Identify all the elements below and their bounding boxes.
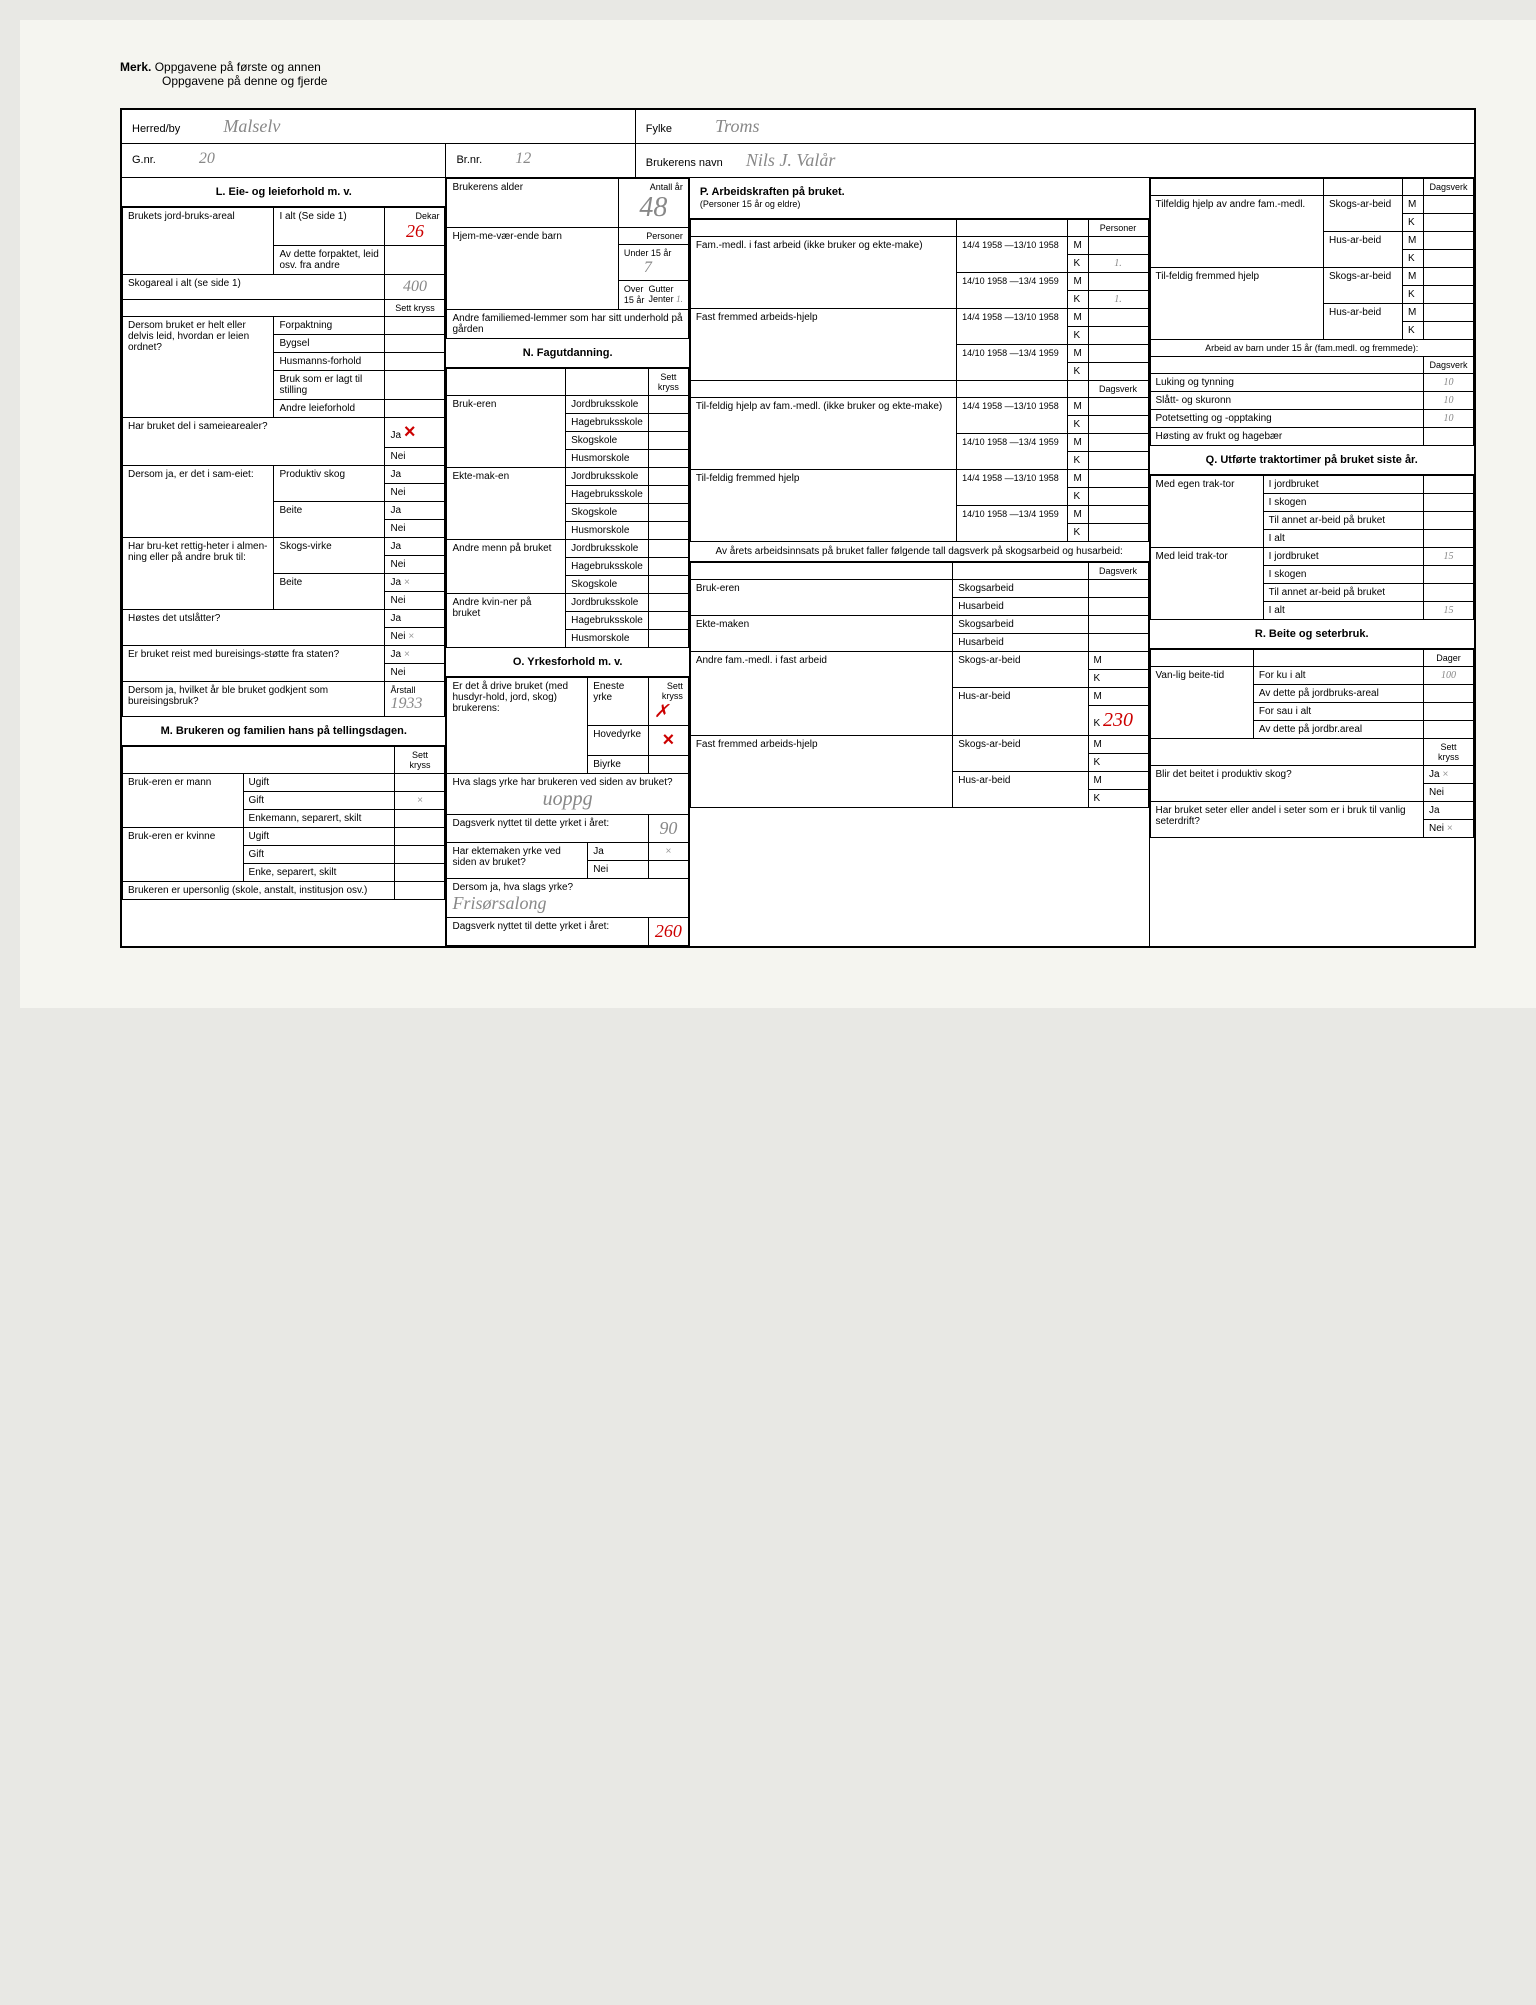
sameie-ja-x: × [404,421,416,443]
beitet-ja-x: × [1442,769,1448,780]
gift-x: × [395,792,445,810]
form-container: Herred/by Malselv Fylke Troms G.nr. 20 B… [120,108,1476,948]
arets-text: Av årets arbeidsinnsats på bruket faller… [690,542,1149,562]
hoved-x: × [648,726,688,756]
utslatter-nei-x: × [408,631,414,642]
jenter-val: 1. [676,294,683,304]
potet-v: 10 [1423,410,1473,428]
luking-v: 10 [1423,374,1473,392]
eneste-mark: ✗ [654,701,669,721]
q-jord: 15 [1423,548,1473,566]
dagsverk1: 90 [648,815,688,843]
p-1959k: 1. [1088,291,1148,309]
col-QR: Dagsverk Tilfeldig hjelp av andre fam.-m… [1150,178,1474,946]
ekte-yrke: Frisørsalong [452,893,682,914]
col-L: L. Eie- og leieforhold m. v. Brukets jor… [122,178,446,946]
seter-nei-x: × [1447,823,1453,834]
under15-val: 7 [644,259,652,276]
form-page: Merk. Oppgavene på første og annen Oppga… [20,20,1536,1008]
main-grid: L. Eie- og leieforhold m. v. Brukets jor… [122,178,1474,946]
merk-note: Merk. Oppgavene på første og annen Oppga… [120,60,1476,88]
alder-table: Brukerens alderAntall år48 Hjem-me-vær-e… [446,178,688,339]
N-title: N. Fagutdanning. [446,339,688,368]
bureising-ja-x: × [404,649,410,660]
header-row-2: G.nr. 20 Br.nr. 12 Brukerens navn Nils J… [122,144,1474,178]
O-title: O. Yrkesforhold m. v. [446,648,688,677]
O-table: Er det å drive bruket (med husdyr-hold, … [446,677,688,946]
skogareal: 400 [385,275,445,300]
dagsverk2: 260 [648,918,688,946]
slatt-v: 10 [1423,392,1473,410]
L-title: L. Eie- og leieforhold m. v. [122,178,445,207]
yrke-value: uoppg [452,788,682,811]
P-title: P. Arbeidskraften på bruket.(Personer 15… [690,178,1149,219]
hus-k-230: 230 [1103,709,1133,731]
P-table: Personer Fam.-medl. i fast arbeid (ikke … [690,219,1149,542]
ku-value: 100 [1423,667,1473,685]
Q-title: Q. Utførte traktortimer på bruket siste … [1150,446,1474,475]
N-table: Sett kryss Bruk-erenJordbruksskole Hageb… [446,368,688,648]
dekar-value: 26 [390,221,439,242]
col-NO: Brukerens alderAntall år48 Hjem-me-vær-e… [446,178,689,946]
col-P: P. Arbeidskraften på bruket.(Personer 15… [690,178,1150,946]
ekte-ja-x: × [648,843,688,861]
R-title: R. Beite og seterbruk. [1150,620,1474,649]
M-table: Sett kryss Bruk-eren er mannUgift Gift× … [122,746,445,900]
M-title: M. Brukeren og familien hans på tellings… [122,717,445,746]
P-right-table: Dagsverk Tilfeldig hjelp av andre fam.-m… [1150,178,1474,446]
Q-table: Med egen trak-torI jordbruket I skogen T… [1150,475,1474,620]
brukets-label: Brukets jord-bruks-areal [123,208,274,275]
P-table-2: Dagsverk Bruk-erenSkogsarbeid Husarbeid … [690,562,1149,808]
arstall: 1933 [390,695,439,713]
beite-ja-x: × [404,577,410,588]
alder-value: 48 [624,192,683,224]
q-ialt: 15 [1423,602,1473,620]
p-1958k: 1. [1088,255,1148,273]
L-table: Brukets jord-bruks-areal I alt (Se side … [122,207,445,717]
header-row-1: Herred/by Malselv Fylke Troms [122,110,1474,144]
R-table: Dager Van-lig beite-tidFor ku i alt100 A… [1150,649,1474,838]
